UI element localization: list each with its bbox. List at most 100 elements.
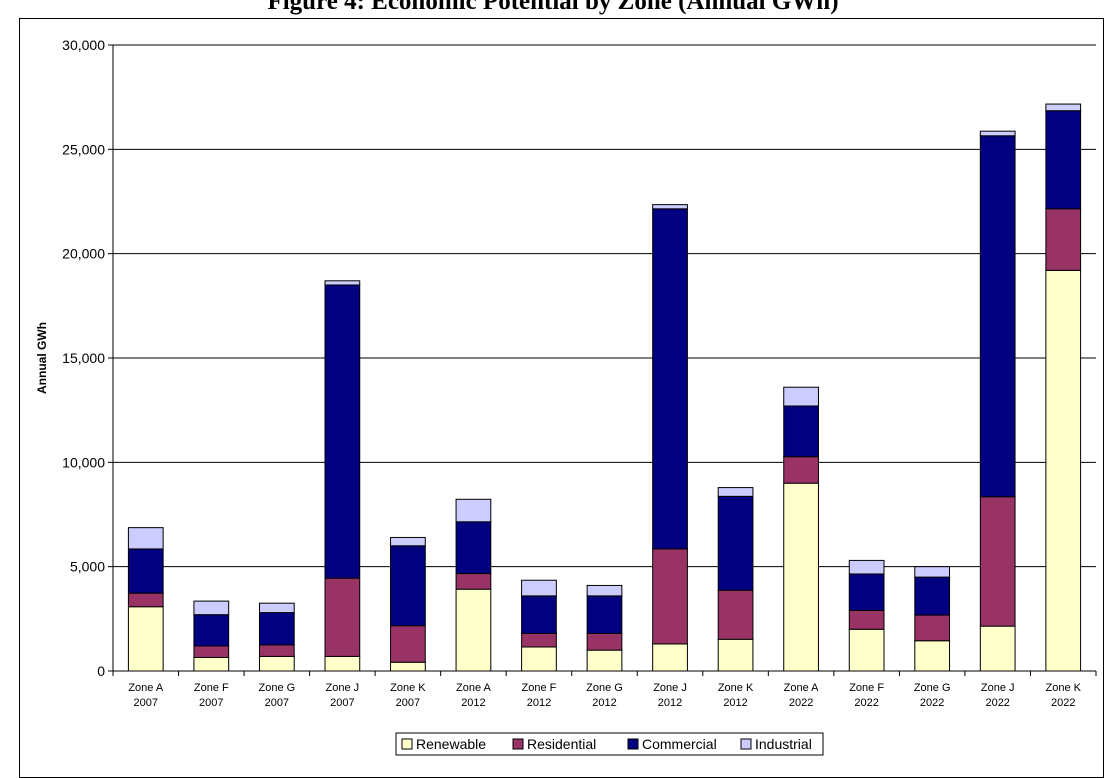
bar-segment-commercial bbox=[586, 595, 623, 634]
bar-segment-residential bbox=[521, 632, 557, 648]
bar-segment-residential bbox=[258, 644, 295, 657]
bar-segment-residential bbox=[783, 456, 819, 484]
x-tick-label-year: 2007 bbox=[265, 697, 289, 709]
y-tick-label: 20,000 bbox=[62, 246, 105, 262]
bar-segment-commercial bbox=[390, 545, 426, 627]
bar-segment-industrial bbox=[1045, 103, 1082, 112]
bar-segment-renewable bbox=[717, 638, 754, 672]
bar-segment-commercial bbox=[193, 614, 230, 647]
bar-segment-residential bbox=[914, 614, 951, 642]
y-tick-label: 25,000 bbox=[62, 141, 105, 157]
bar-segment-renewable bbox=[783, 482, 819, 672]
bar-segment-industrial bbox=[979, 130, 1016, 137]
y-tick-label: 5,000 bbox=[70, 559, 105, 575]
bars bbox=[127, 103, 1082, 672]
bar-segment-commercial bbox=[324, 284, 361, 579]
x-tick-label-zone: Zone F bbox=[194, 682, 229, 694]
bar-segment-renewable bbox=[324, 655, 361, 672]
x-tick-label-zone: Zone A bbox=[784, 682, 820, 694]
x-tick-label-zone: Zone K bbox=[1045, 682, 1081, 694]
bar-segment-industrial bbox=[127, 527, 164, 550]
bar-segment-renewable bbox=[390, 661, 426, 672]
bar-segment-commercial bbox=[914, 576, 951, 616]
legend-swatch-residential bbox=[512, 738, 524, 750]
legend-swatch-industrial bbox=[740, 738, 752, 750]
x-tick-label-zone: Zone F bbox=[849, 682, 884, 694]
legend-box bbox=[395, 732, 824, 756]
bar-segment-residential bbox=[324, 577, 361, 657]
bar-segment-industrial bbox=[455, 498, 492, 523]
bar-segment-industrial bbox=[193, 600, 230, 616]
gridlines bbox=[113, 44, 1096, 568]
chart-title: Figure 4: Economic Potential by Zone (An… bbox=[267, 0, 839, 15]
bar-segment-residential bbox=[390, 625, 426, 663]
bar-segment-commercial bbox=[979, 135, 1016, 498]
x-tick-label-zone: Zone A bbox=[456, 682, 492, 694]
x-tick-label-zone: Zone G bbox=[258, 682, 295, 694]
y-tick-label: 10,000 bbox=[62, 454, 105, 470]
x-tick-label-zone: Zone J bbox=[653, 682, 687, 694]
bar-segment-commercial bbox=[848, 573, 885, 611]
bar-segment-industrial bbox=[586, 584, 623, 597]
bar-segment-industrial bbox=[848, 559, 885, 575]
legend: Renewable Residential Commercial Industrial bbox=[395, 732, 824, 756]
bar-segment-renewable bbox=[127, 606, 164, 672]
x-tick-label-year: 2012 bbox=[592, 697, 616, 709]
bar-segment-residential bbox=[979, 496, 1016, 627]
bar-segment-residential bbox=[652, 548, 688, 645]
x-tick-label-year: 2022 bbox=[985, 697, 1009, 709]
x-tick-label-zone: Zone J bbox=[326, 682, 360, 694]
x-tick-label-zone: Zone G bbox=[914, 682, 951, 694]
x-tick-label-year: 2012 bbox=[723, 697, 747, 709]
x-tick-label-year: 2007 bbox=[134, 697, 158, 709]
bar-segment-commercial bbox=[127, 548, 164, 594]
bar-segment-commercial bbox=[455, 521, 492, 575]
bar-segment-residential bbox=[848, 609, 885, 630]
bar-segment-residential bbox=[586, 632, 623, 651]
bar-segment-residential bbox=[455, 573, 492, 590]
x-tick-label-year: 2022 bbox=[920, 697, 944, 709]
x-tick-label-year: 2007 bbox=[396, 697, 420, 709]
y-axis-title: Annual GWh bbox=[35, 322, 49, 394]
bar-segment-industrial bbox=[783, 386, 819, 407]
bar-segment-renewable bbox=[652, 643, 688, 672]
x-tick-label-year: 2012 bbox=[658, 697, 682, 709]
bar-segment-industrial bbox=[324, 280, 361, 286]
x-tick-label-zone: Zone A bbox=[128, 682, 164, 694]
bar-segment-industrial bbox=[390, 536, 426, 547]
bar-segment-residential bbox=[127, 592, 164, 608]
x-tick-label-zone: Zone G bbox=[586, 682, 623, 694]
bar-segment-renewable bbox=[914, 640, 951, 672]
bar-segment-residential bbox=[1045, 208, 1082, 271]
x-tick-label-year: 2012 bbox=[527, 697, 551, 709]
bar-segment-renewable bbox=[848, 628, 885, 672]
bar-segment-residential bbox=[717, 589, 754, 640]
bar-segment-renewable bbox=[258, 655, 295, 672]
x-tick-label-zone: Zone K bbox=[718, 682, 754, 694]
y-tick-label: 30,000 bbox=[62, 37, 105, 53]
axes: 0 5,000 10,000 15,000 20,000 25,000 30,000 Zone… bbox=[62, 37, 1097, 709]
bar-segment-renewable bbox=[193, 656, 230, 672]
x-tick-label-year: 2022 bbox=[854, 697, 878, 709]
x-tick-label-zone: Zone F bbox=[522, 682, 557, 694]
bar-segment-renewable bbox=[979, 625, 1016, 672]
legend-label-commercial: Commercial bbox=[642, 736, 717, 752]
bar-segment-industrial bbox=[521, 579, 557, 597]
bar-segment-industrial bbox=[717, 487, 754, 497]
bar-segment-renewable bbox=[521, 646, 557, 672]
bar-segment-commercial bbox=[783, 405, 819, 458]
legend-label-industrial: Industrial bbox=[755, 736, 812, 752]
legend-label-residential: Residential bbox=[527, 736, 596, 752]
x-tick-label-year: 2012 bbox=[461, 697, 485, 709]
x-tick-label-year: 2007 bbox=[330, 697, 354, 709]
legend-swatch-commercial bbox=[627, 738, 639, 750]
bar-segment-residential bbox=[193, 645, 230, 658]
bar-segment-industrial bbox=[914, 566, 951, 578]
bar-segment-industrial bbox=[258, 602, 295, 614]
bar-segment-commercial bbox=[521, 595, 557, 634]
x-tick-label-year: 2022 bbox=[1051, 697, 1075, 709]
bar-segment-commercial bbox=[1045, 110, 1082, 210]
x-tick-label-zone: Zone K bbox=[390, 682, 426, 694]
x-tick-label-zone: Zone J bbox=[981, 682, 1015, 694]
